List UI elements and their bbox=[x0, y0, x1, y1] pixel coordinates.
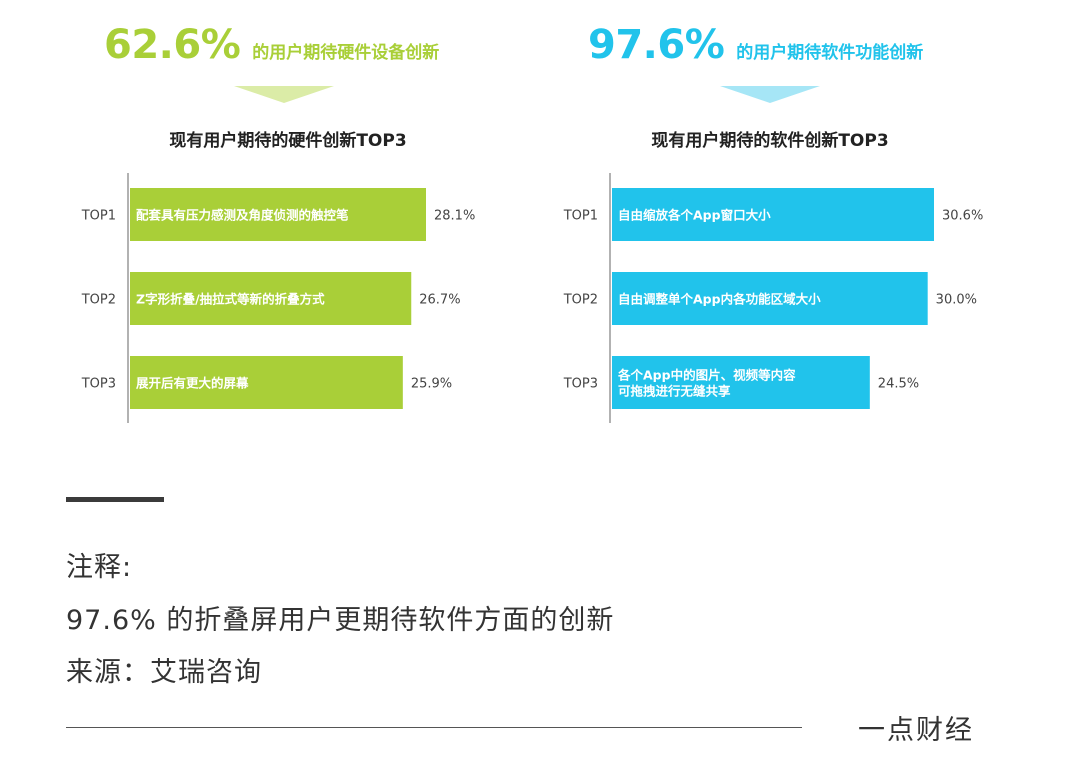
notes-line: 97.6% 的折叠屏用户更期待软件方面的创新 bbox=[66, 605, 615, 636]
footer-rule bbox=[66, 727, 802, 728]
category-label: TOP2 bbox=[81, 293, 116, 308]
bar-label: 自由缩放各个App窗口大小 bbox=[618, 208, 771, 223]
bar-label: 展开后有更大的屏幕 bbox=[136, 376, 249, 391]
software-headline: 97.6% 的用户期待软件功能创新 bbox=[588, 22, 923, 68]
category-label: TOP3 bbox=[563, 377, 598, 392]
hardware-headline-percent: 62.6% bbox=[104, 22, 241, 68]
bar-label: Z字形折叠/抽拉式等新的折叠方式 bbox=[136, 292, 325, 307]
notes-heading: 注释: bbox=[66, 552, 133, 583]
hardware-down-arrow-icon bbox=[234, 86, 334, 103]
value-label: 30.0% bbox=[936, 293, 977, 308]
value-label: 28.1% bbox=[434, 209, 475, 224]
value-label: 26.7% bbox=[419, 293, 460, 308]
value-label: 24.5% bbox=[878, 377, 919, 392]
hardware-chart-title: 现有用户期待的硬件创新TOP3 bbox=[169, 131, 407, 151]
brand-name: 一点财经 bbox=[858, 715, 974, 746]
notes-source: 来源：艾瑞咨询 bbox=[66, 657, 262, 688]
category-label: TOP1 bbox=[563, 209, 598, 224]
software-headline-percent: 97.6% bbox=[588, 22, 725, 68]
bar-label: 配套具有压力感测及角度侦测的触控笔 bbox=[136, 208, 349, 223]
bar bbox=[130, 272, 412, 325]
bar bbox=[130, 188, 426, 241]
bar-label: 自由调整单个App内各功能区域大小 bbox=[618, 292, 821, 307]
bar-label: 各个App中的图片、视频等内容 bbox=[617, 368, 796, 383]
software-headline-text: 的用户期待软件功能创新 bbox=[736, 43, 924, 63]
hardware-headline-text: 的用户期待硬件设备创新 bbox=[252, 43, 440, 63]
bar bbox=[612, 188, 934, 241]
hardware-bar-chart: TOP1 配套具有压力感测及角度侦测的触控笔 28.1% TOP2 Z字形折叠/抽拉式等… bbox=[81, 173, 475, 423]
bar-label: 可拖拽进行无缝共享 bbox=[618, 384, 731, 399]
category-label: TOP2 bbox=[563, 293, 598, 308]
section-divider bbox=[66, 497, 164, 502]
software-down-arrow-icon bbox=[720, 86, 820, 103]
bar bbox=[130, 356, 403, 409]
value-label: 25.9% bbox=[411, 377, 452, 392]
bar bbox=[612, 356, 870, 409]
software-bar-chart: TOP1 自由缩放各个App窗口大小 30.6% TOP2 自由调整单个App内各功能区… bbox=[563, 173, 983, 423]
category-label: TOP3 bbox=[81, 377, 116, 392]
category-label: TOP1 bbox=[81, 209, 116, 224]
software-chart-title: 现有用户期待的软件创新TOP3 bbox=[651, 131, 889, 151]
hardware-headline: 62.6% 的用户期待硬件设备创新 bbox=[104, 22, 439, 68]
bar bbox=[612, 272, 928, 325]
value-label: 30.6% bbox=[942, 209, 983, 224]
